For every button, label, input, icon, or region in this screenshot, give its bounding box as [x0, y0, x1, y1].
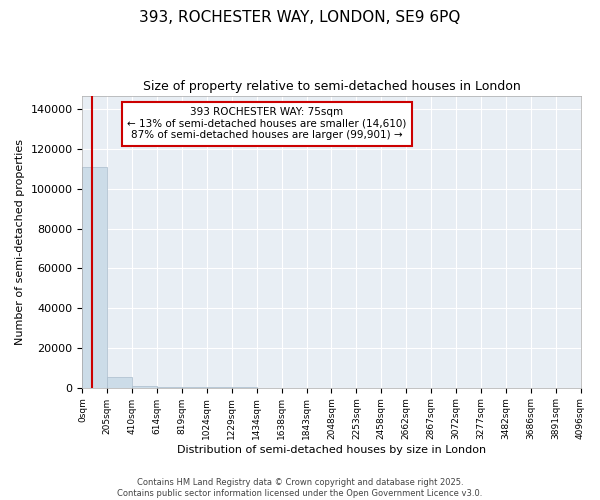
- Y-axis label: Number of semi-detached properties: Number of semi-detached properties: [15, 138, 25, 344]
- Text: Contains HM Land Registry data © Crown copyright and database right 2025.
Contai: Contains HM Land Registry data © Crown c…: [118, 478, 482, 498]
- Text: 393, ROCHESTER WAY, LONDON, SE9 6PQ: 393, ROCHESTER WAY, LONDON, SE9 6PQ: [139, 10, 461, 25]
- Bar: [82, 167, 107, 388]
- Title: Size of property relative to semi-detached houses in London: Size of property relative to semi-detach…: [143, 80, 520, 93]
- Text: 393 ROCHESTER WAY: 75sqm
← 13% of semi-detached houses are smaller (14,610)
87% : 393 ROCHESTER WAY: 75sqm ← 13% of semi-d…: [127, 107, 406, 140]
- X-axis label: Distribution of semi-detached houses by size in London: Distribution of semi-detached houses by …: [177, 445, 486, 455]
- Bar: [132, 386, 157, 388]
- Bar: [107, 378, 132, 388]
- Bar: [157, 387, 182, 388]
